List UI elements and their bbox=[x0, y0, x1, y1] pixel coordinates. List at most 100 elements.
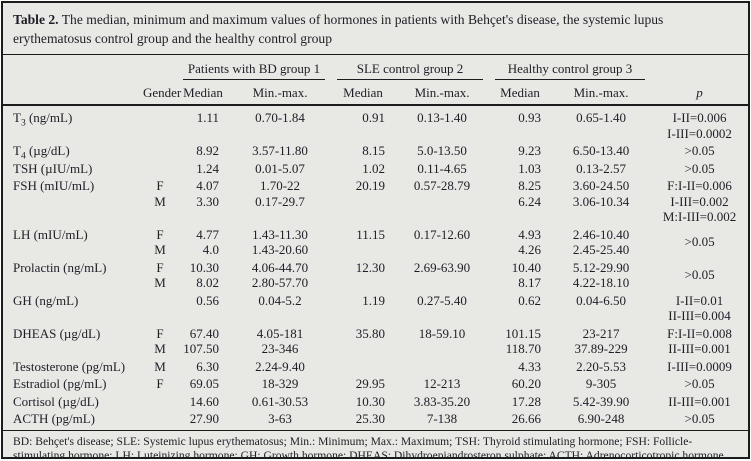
column-header-sle-minmax: Min.-max. bbox=[395, 80, 490, 106]
cell-sle-median: 1.19 bbox=[362, 292, 386, 308]
empty-header bbox=[651, 55, 748, 80]
cell-bd-median: 4.0 bbox=[202, 242, 219, 257]
cell-healthy-range: 2.46-10.40 bbox=[572, 226, 630, 242]
cell-sle-range bbox=[395, 209, 489, 225]
cell-healthy-range: 37.89-229 bbox=[574, 341, 628, 356]
cell-bd-median: 8.92 bbox=[196, 143, 219, 158]
cell-sle-range bbox=[395, 357, 489, 375]
cell-sle-median: 35.80 bbox=[355, 325, 386, 341]
cell-bd-median: 0.56 bbox=[196, 292, 219, 308]
hormone-subscript: 4 bbox=[20, 151, 26, 162]
table-row: Estradiol (pg/mL) F 69.05 18-329 29.95 12-213… bbox=[3, 374, 748, 392]
cell-healthy-range: 23-217 bbox=[582, 325, 620, 341]
column-header-bd-minmax: Min.-max. bbox=[229, 80, 332, 106]
table-number: Table 2. bbox=[13, 12, 59, 27]
cell-p-value: >0.05 bbox=[684, 234, 715, 250]
cell-p-value: II-III=0.001 bbox=[668, 393, 731, 409]
empty-header bbox=[3, 55, 143, 80]
cell-p-value: I-II=0.01 II-III=0.004 bbox=[668, 292, 731, 324]
table-row: M:I-III=0.002 bbox=[3, 209, 748, 225]
cell-bd-median: 10.30 bbox=[189, 259, 219, 275]
cell-bd-median: 4.07 bbox=[196, 178, 219, 193]
cell-healthy-range: 3.60-24.50 bbox=[572, 178, 630, 193]
cell-healthy-range: 4.22-18.10 bbox=[572, 275, 630, 290]
cell-hormone: Testosterone (pg/mL) bbox=[13, 358, 126, 374]
cell-sle-range: 0.27-5.40 bbox=[417, 292, 467, 308]
cell-healthy-median: 0.62 bbox=[518, 292, 542, 308]
hormone-table: Patients with BD group 1 SLE control gro… bbox=[3, 55, 748, 427]
cell-sle-median: 0.91 bbox=[362, 110, 386, 125]
column-header-bd-median: Median bbox=[177, 80, 229, 106]
cell-bd-median: 67.40 bbox=[189, 325, 219, 341]
cell-bd-range: 0.17-29.7 bbox=[255, 193, 305, 209]
cell-hormone: T3 (ng/mL) bbox=[13, 110, 73, 129]
cell-hormone bbox=[3, 242, 143, 258]
cell-hormone: GH (ng/mL) bbox=[13, 292, 79, 308]
cell-p-value: >0.05 bbox=[684, 411, 715, 426]
cell-healthy-median: 60.20 bbox=[511, 376, 542, 391]
cell-bd-median: 4.77 bbox=[196, 226, 219, 242]
cell-healthy-median: 118.70 bbox=[505, 341, 542, 356]
table-body: T3 (ng/mL) 1.11 0.70-1.84 0.91 0.13-1.40 0.93… bbox=[3, 105, 748, 427]
cell-healthy-median: 8.17 bbox=[518, 275, 542, 290]
cell-bd-median: 69.05 bbox=[189, 376, 219, 391]
cell-bd-range: 1.43-20.60 bbox=[251, 242, 309, 257]
cell-hormone: Estradiol (pg/mL) bbox=[13, 376, 107, 391]
cell-hormone: DHEAS (µg/dL) bbox=[13, 325, 101, 341]
table-row: Cortisol (µg/dL) 14.60 0.61-30.53 10.30 3.83… bbox=[3, 392, 748, 410]
cell-p-value: II-III=0.001 bbox=[668, 341, 731, 356]
cell-bd-range: 3.57-11.80 bbox=[252, 143, 308, 158]
cell-sle-range: 0.57-28.79 bbox=[413, 178, 471, 193]
cell-gender: M bbox=[154, 242, 166, 257]
cell-healthy-range: 3.06-10.34 bbox=[572, 193, 630, 209]
group-header-bd: Patients with BD group 1 bbox=[177, 55, 331, 80]
cell-bd-range: 23-346 bbox=[261, 341, 299, 356]
cell-sle-range: 2.69-63.90 bbox=[413, 259, 471, 275]
group-header-healthy: Healthy control group 3 bbox=[489, 55, 651, 80]
cell-gender: F bbox=[156, 178, 164, 193]
cell-healthy-range bbox=[551, 209, 651, 225]
table-row: M 8.02 2.80-57.70 8.17 4.22-18.10 bbox=[3, 275, 748, 291]
group-header-row: Patients with BD group 1 SLE control gro… bbox=[3, 55, 748, 80]
cell-hormone bbox=[3, 275, 143, 291]
cell-bd-range: 2.80-57.70 bbox=[251, 275, 309, 290]
cell-p-value: >0.05 bbox=[684, 160, 715, 176]
table-row: TSH (µIU/mL) 1.24 0.01-5.07 1.02 0.11-4.65 1.… bbox=[3, 159, 748, 177]
cell-sle-range: 7-138 bbox=[426, 411, 458, 426]
cell-sle-median: 29.95 bbox=[355, 376, 386, 391]
cell-healthy-median bbox=[489, 209, 551, 225]
cell-healthy-median: 4.33 bbox=[518, 358, 542, 374]
table-row: T3 (ng/mL) 1.11 0.70-1.84 0.91 0.13-1.40 0.93… bbox=[3, 105, 748, 141]
cell-hormone: FSH (mIU/mL) bbox=[13, 178, 95, 193]
cell-sle-median: 10.30 bbox=[355, 393, 386, 409]
cell-sle-range bbox=[395, 194, 489, 210]
cell-gender bbox=[143, 409, 177, 427]
table-row: M 4.0 1.43-20.60 4.26 2.45-25.40 bbox=[3, 242, 748, 258]
cell-sle-median bbox=[331, 275, 395, 291]
column-header-p: p bbox=[651, 80, 748, 106]
cell-sle-median: 20.19 bbox=[355, 178, 386, 193]
cell-healthy-median: 17.28 bbox=[511, 393, 542, 409]
cell-bd-median: 27.90 bbox=[189, 411, 219, 426]
cell-bd-median: 8.02 bbox=[196, 275, 219, 290]
cell-hormone: T4 (µg/dL) bbox=[13, 143, 70, 162]
cell-gender bbox=[143, 392, 177, 410]
cell-hormone: LH (mIU/mL) bbox=[13, 226, 88, 242]
table-caption: Table 2. The median, minimum and maximum… bbox=[3, 3, 748, 55]
cell-sle-median: 1.02 bbox=[362, 160, 386, 176]
cell-sle-median bbox=[331, 341, 395, 357]
cell-p-value: I-III=0.0009 bbox=[667, 358, 732, 374]
empty-header bbox=[3, 80, 143, 106]
cell-bd-range: 3-63 bbox=[268, 411, 292, 426]
cell-healthy-median: 26.66 bbox=[511, 411, 542, 426]
cell-hormone: ACTH (pg/mL) bbox=[13, 411, 95, 426]
cell-healthy-range: 6.50-13.40 bbox=[572, 143, 630, 158]
cell-sle-range: 0.11-4.65 bbox=[417, 160, 467, 176]
cell-healthy-range: 2.20-5.53 bbox=[576, 358, 626, 374]
cell-p-value: I-II=0.006 I-III=0.0002 bbox=[667, 110, 732, 141]
cell-hormone: Prolactin (ng/mL) bbox=[13, 259, 107, 275]
group-header-sle: SLE control group 2 bbox=[331, 55, 489, 80]
cell-healthy-range: 2.45-25.40 bbox=[572, 242, 630, 257]
cell-healthy-median: 4.93 bbox=[518, 226, 542, 242]
cell-sle-median: 8.15 bbox=[362, 143, 386, 158]
